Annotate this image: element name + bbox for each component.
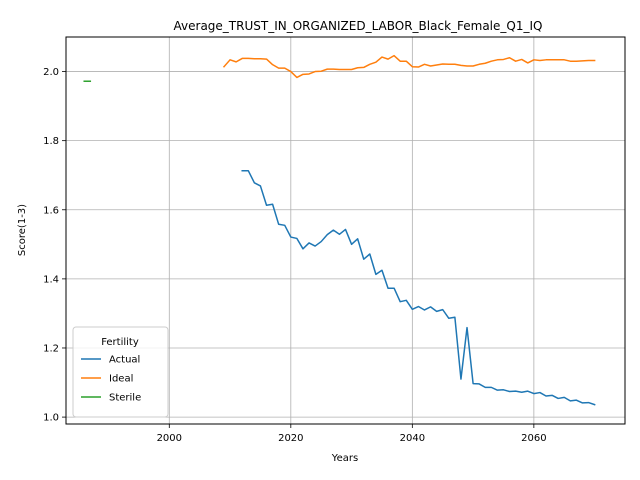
legend-box [72,326,169,418]
series-line-ideal [222,54,596,79]
x-tick-label: 2020 [278,433,303,444]
y-tick-label: 1.2 [43,343,59,354]
series-lines [83,54,596,406]
legend: Fertility Actual Ideal Sterile [72,326,169,418]
y-tick-label: 2.0 [43,67,59,78]
y-tick-label: 1.4 [43,274,59,285]
legend-title: Fertility [101,337,139,348]
legend-label-actual: Actual [109,355,140,366]
legend-label-ideal: Ideal [109,374,133,385]
x-tick-label: 2000 [157,433,182,444]
x-tick-label: 2060 [521,433,546,444]
y-tick-label: 1.0 [43,413,59,424]
y-tick-label: 1.8 [43,136,59,147]
y-axis-label: Score(1-3) [17,204,28,256]
x-tick-label: 2040 [400,433,425,444]
legend-label-sterile: Sterile [109,393,141,404]
chart-title: Average_TRUST_IN_ORGANIZED_LABOR_Black_F… [174,19,543,33]
series-line-actual [241,169,596,406]
plot-frame [65,36,626,425]
y-tick-label: 1.6 [43,205,59,216]
x-axis: 2000 2020 2040 2060 [157,424,547,444]
x-axis-label: Years [331,453,358,464]
y-axis: 1.0 1.2 1.4 1.6 1.8 2.0 [43,67,66,424]
